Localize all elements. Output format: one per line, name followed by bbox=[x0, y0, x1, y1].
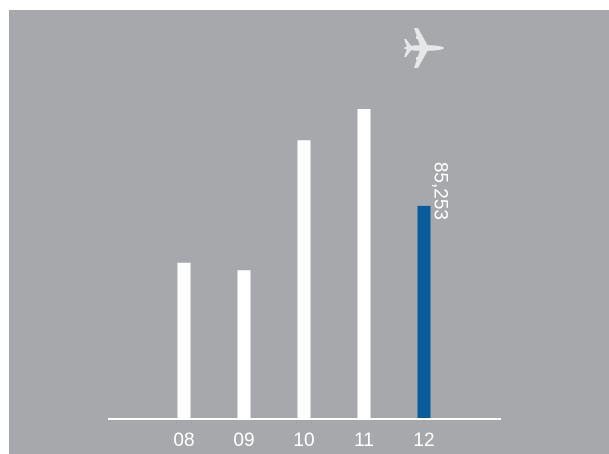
bar-09 bbox=[237, 270, 251, 419]
data-label-12: 85,253 bbox=[430, 162, 451, 220]
x-tick-labels: 08 09 10 11 12 bbox=[173, 430, 434, 451]
bar-10 bbox=[297, 140, 311, 419]
airplane-icon bbox=[404, 28, 444, 68]
data-labels: 85,253 bbox=[430, 162, 451, 220]
x-tick-label-12: 12 bbox=[413, 430, 434, 451]
x-tick-label-10: 10 bbox=[293, 430, 314, 451]
x-tick-label-09: 09 bbox=[233, 430, 254, 451]
x-tick-label-08: 08 bbox=[173, 430, 194, 451]
bar-08 bbox=[177, 262, 191, 419]
x-tick-label-11: 11 bbox=[354, 430, 374, 451]
bar-11 bbox=[357, 109, 371, 419]
bars-group bbox=[177, 109, 431, 419]
bar-12 bbox=[417, 205, 431, 419]
